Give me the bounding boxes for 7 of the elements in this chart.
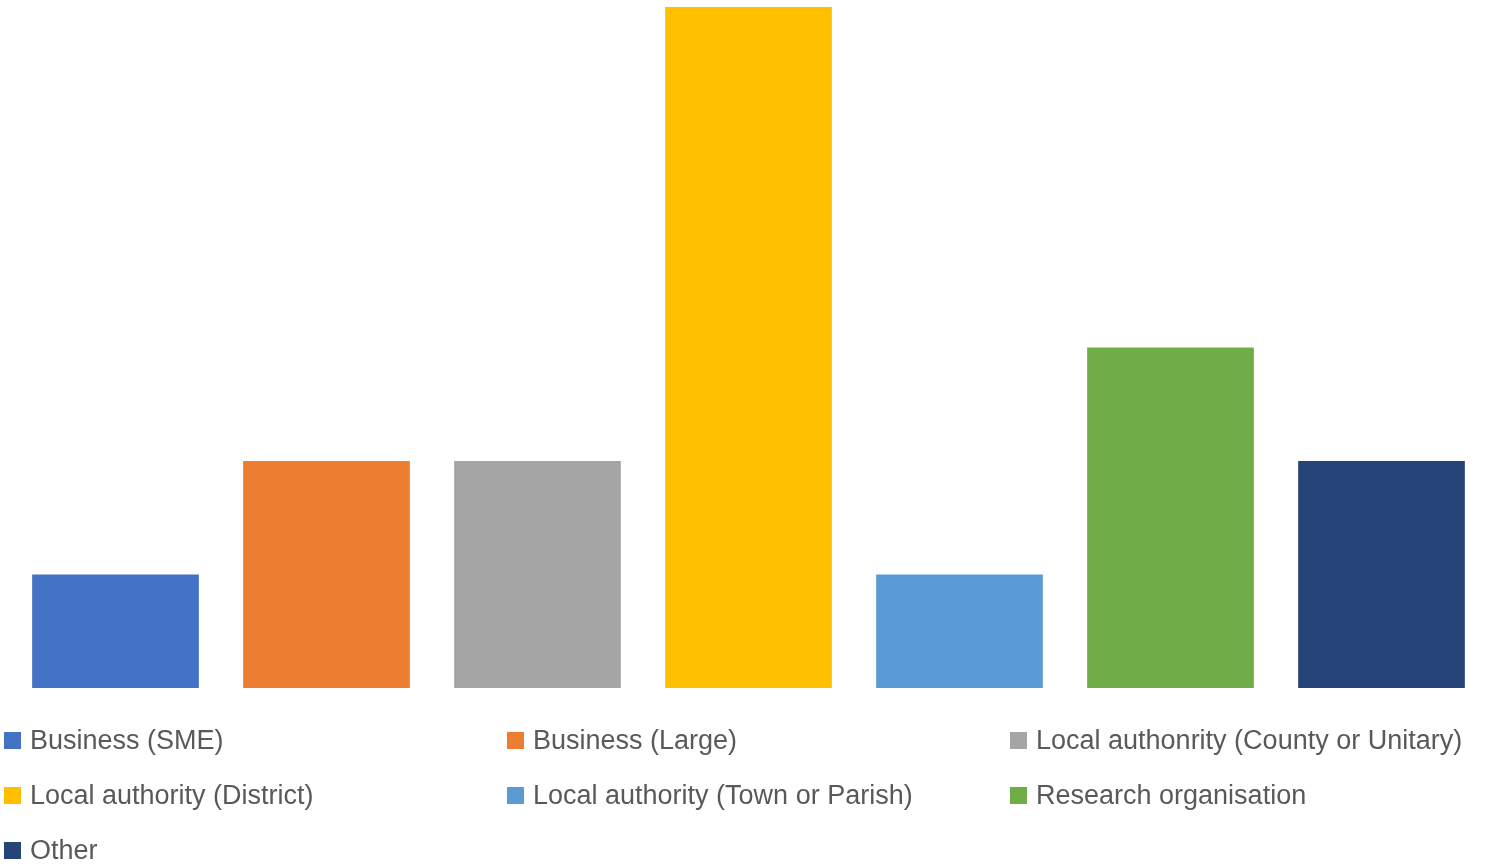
legend-label: Other xyxy=(30,835,98,866)
legend-label: Research organisation xyxy=(1036,780,1307,811)
legend-label: Local authority (District) xyxy=(30,780,314,811)
legend-label: Business (Large) xyxy=(533,725,738,756)
legend-label: Business (SME) xyxy=(30,725,224,756)
legend-label: Local authority (Town or Parish) xyxy=(533,780,913,811)
legend-label: Local authonrity (County or Unitary) xyxy=(1036,725,1463,756)
